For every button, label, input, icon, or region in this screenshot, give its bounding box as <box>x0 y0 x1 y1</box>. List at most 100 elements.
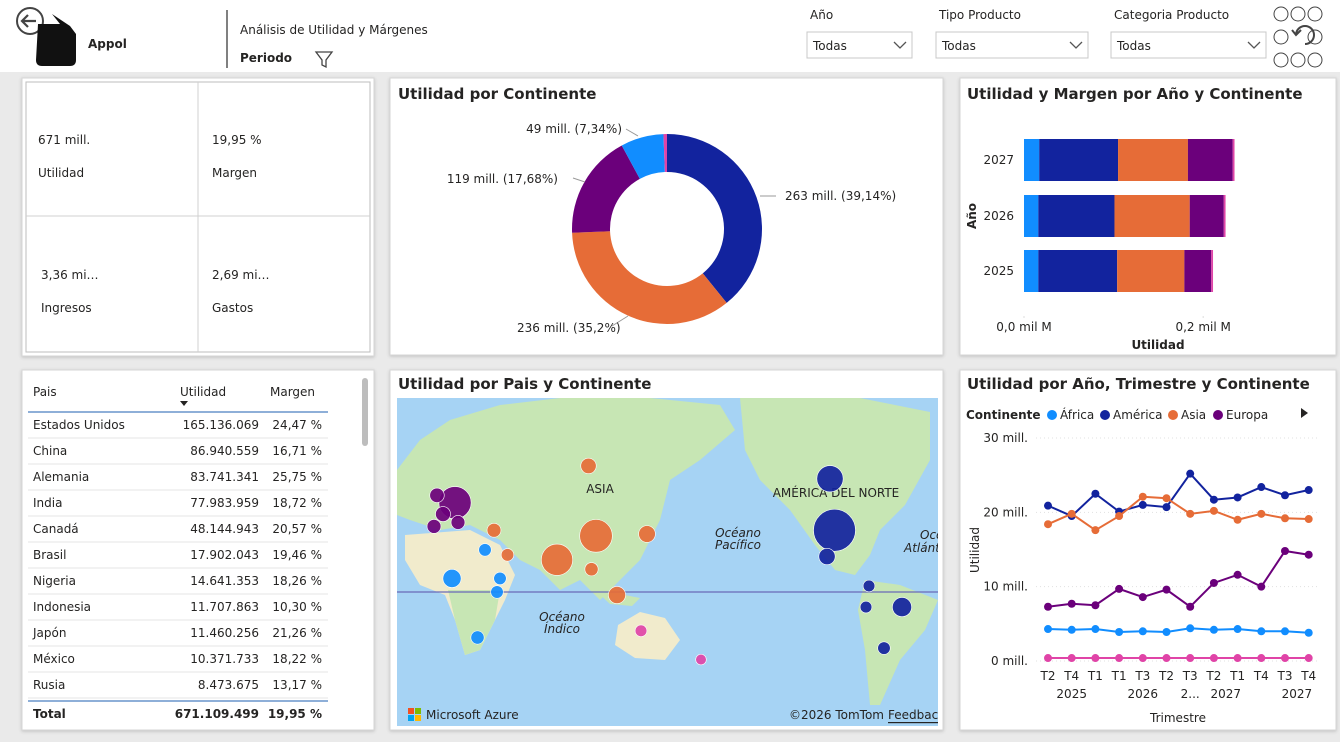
map-bubble[interactable] <box>608 586 626 604</box>
line-point[interactable] <box>1138 593 1147 602</box>
map-bubble[interactable] <box>892 597 912 618</box>
line-point[interactable] <box>1115 512 1124 521</box>
line-point[interactable] <box>1257 654 1266 663</box>
filter-icon[interactable] <box>314 51 334 69</box>
line-point[interactable] <box>1281 491 1289 500</box>
bar[interactable] <box>1184 250 1212 292</box>
line-point[interactable] <box>1186 602 1195 611</box>
map-bubble[interactable] <box>490 585 504 599</box>
line-point[interactable] <box>1044 625 1052 634</box>
map-bubble[interactable] <box>877 641 891 655</box>
filter-dropdown[interactable] <box>806 31 913 59</box>
bar[interactable] <box>1117 250 1185 292</box>
line-point[interactable] <box>1138 500 1147 509</box>
map-bubble[interactable] <box>478 543 492 557</box>
line-point[interactable] <box>1067 599 1076 608</box>
donut-slice[interactable] <box>667 134 762 303</box>
line-point[interactable] <box>1138 654 1147 663</box>
line-point[interactable] <box>1304 654 1313 663</box>
bar[interactable] <box>1038 195 1115 237</box>
bar[interactable] <box>1211 250 1214 292</box>
legend-label[interactable]: Asia <box>1181 408 1206 422</box>
map-bubble[interactable] <box>859 600 873 614</box>
visual-icon[interactable] <box>1273 6 1323 68</box>
line-point[interactable] <box>1257 582 1266 591</box>
line-point[interactable] <box>1281 514 1289 523</box>
line-point[interactable] <box>1115 654 1124 663</box>
bar[interactable] <box>1223 195 1226 237</box>
line-point[interactable] <box>1067 654 1076 663</box>
legend-next[interactable] <box>1301 408 1308 418</box>
line-point[interactable] <box>1257 509 1266 518</box>
map-bubble[interactable] <box>500 548 515 562</box>
bar[interactable] <box>1024 250 1039 292</box>
legend-label[interactable]: Europa <box>1226 408 1268 422</box>
line-point[interactable] <box>1138 627 1147 636</box>
map-bubble[interactable] <box>580 457 597 474</box>
line-point[interactable] <box>1044 501 1052 510</box>
bar[interactable] <box>1187 139 1233 181</box>
line-point[interactable] <box>1257 627 1266 636</box>
line-point[interactable] <box>1304 628 1313 637</box>
map[interactable]: ASIA AMÉRICA DEL NORTE Océano Pacífico O… <box>397 398 966 726</box>
line-point[interactable] <box>1233 515 1242 524</box>
line-point[interactable] <box>1162 585 1171 594</box>
bar[interactable] <box>1114 195 1190 237</box>
filter-dropdown[interactable] <box>1110 31 1267 59</box>
map-bubble[interactable] <box>541 543 573 576</box>
map-bubble[interactable] <box>442 569 462 588</box>
sort-arrow[interactable] <box>180 401 188 406</box>
line-point[interactable] <box>1281 627 1289 636</box>
line-point[interactable] <box>1067 625 1076 634</box>
line-point[interactable] <box>1091 654 1100 663</box>
map-bubble[interactable] <box>579 519 613 553</box>
map-bubble[interactable] <box>862 579 876 593</box>
line-point[interactable] <box>1044 520 1052 529</box>
map-bubble[interactable] <box>818 548 836 565</box>
bar[interactable] <box>1118 139 1188 181</box>
legend-label[interactable]: América <box>1113 408 1163 422</box>
map-bubble[interactable] <box>470 630 485 645</box>
line-point[interactable] <box>1209 654 1218 663</box>
line-point[interactable] <box>1115 584 1124 593</box>
line-point[interactable] <box>1138 492 1147 501</box>
bar[interactable] <box>1024 139 1040 181</box>
line-point[interactable] <box>1186 654 1195 663</box>
line-point[interactable] <box>1233 625 1242 634</box>
line-point[interactable] <box>1281 654 1289 663</box>
map-bubble[interactable] <box>816 465 844 493</box>
line-point[interactable] <box>1044 654 1052 663</box>
map-bubble[interactable] <box>634 624 648 637</box>
line-point[interactable] <box>1162 494 1171 503</box>
line-point[interactable] <box>1209 495 1218 504</box>
bar[interactable] <box>1189 195 1224 237</box>
line-point[interactable] <box>1091 625 1100 634</box>
bar[interactable] <box>1232 139 1235 181</box>
map-bubble[interactable] <box>450 515 466 530</box>
line-point[interactable] <box>1233 493 1242 502</box>
line-point[interactable] <box>1044 602 1052 611</box>
line-point[interactable] <box>1091 601 1100 610</box>
line-point[interactable] <box>1091 489 1100 498</box>
donut-slice[interactable] <box>621 134 665 179</box>
line-point[interactable] <box>1186 624 1195 633</box>
filter-dropdown[interactable] <box>935 31 1089 59</box>
line-point[interactable] <box>1304 515 1313 524</box>
line-point[interactable] <box>1162 654 1171 663</box>
map-bubble[interactable] <box>435 506 451 522</box>
map-bubble[interactable] <box>813 508 856 552</box>
line-point[interactable] <box>1091 526 1100 535</box>
line-point[interactable] <box>1115 628 1124 637</box>
line-point[interactable] <box>1186 509 1195 518</box>
line-point[interactable] <box>1233 654 1242 663</box>
line-point[interactable] <box>1209 506 1218 515</box>
line-point[interactable] <box>1162 628 1171 637</box>
bar[interactable] <box>1039 139 1119 181</box>
map-bubble[interactable] <box>429 487 445 503</box>
line-point[interactable] <box>1233 570 1242 579</box>
line-point[interactable] <box>1304 486 1313 495</box>
map-bubble[interactable] <box>584 562 599 577</box>
map-bubble[interactable] <box>493 571 507 586</box>
line-point[interactable] <box>1257 483 1266 492</box>
line-point[interactable] <box>1209 625 1218 634</box>
